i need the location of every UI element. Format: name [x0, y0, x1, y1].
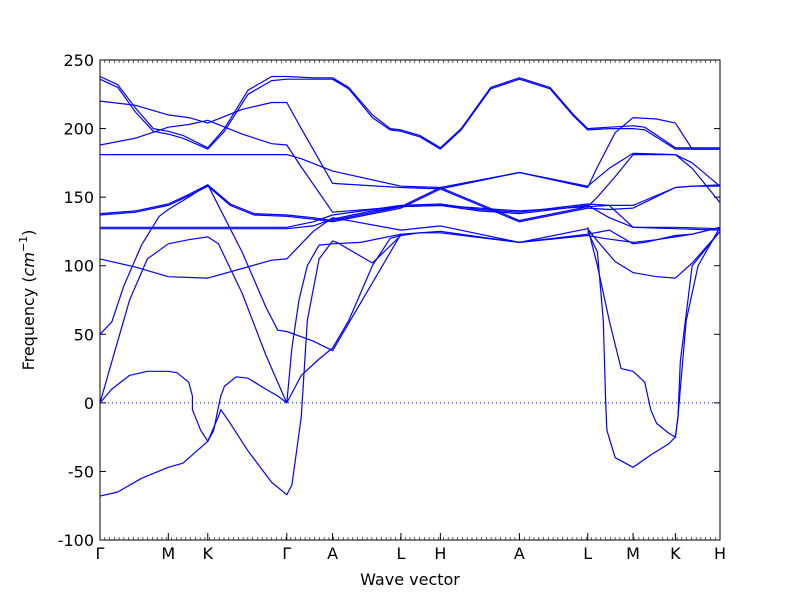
x-tick-label: A: [514, 544, 525, 563]
x-tick-label: H: [714, 544, 726, 563]
band-line: [99, 100, 720, 190]
band-line: [99, 226, 721, 404]
band-line: [99, 184, 721, 352]
band-line: [99, 184, 721, 222]
x-tick-label: M: [161, 544, 175, 563]
band-line: [100, 203, 721, 230]
x-tick-label: L: [583, 544, 592, 563]
y-tick-label: 50: [74, 325, 94, 344]
band-line: [100, 152, 721, 203]
x-tick-label: A: [327, 544, 338, 563]
band-line: [286, 233, 402, 403]
plot-area: Γ M K Γ A L H A L M K H -100 -50 0 50 100 150 200 250: [58, 51, 726, 563]
band-line: [587, 227, 721, 438]
y-axis-label: Frequency (cm−1): [17, 230, 38, 371]
y-tick-label: -100: [58, 531, 94, 550]
y-tick-label: -50: [68, 462, 94, 481]
band-line: [99, 370, 288, 442]
band-line: [100, 204, 721, 231]
x-tick-label: K: [670, 544, 681, 563]
x-axis-label: Wave vector: [360, 570, 460, 589]
x-tick-label: H: [434, 544, 446, 563]
band-line: [587, 231, 721, 468]
x-tick-label: Γ: [96, 544, 105, 563]
y-tick-label: 200: [63, 120, 94, 139]
band-line: [99, 217, 721, 279]
band-lines: [99, 75, 721, 497]
x-tick-label: K: [203, 544, 214, 563]
band-line: [99, 185, 720, 223]
y-tick-label: 100: [63, 257, 94, 276]
y-axis-label-suffix: ): [19, 230, 38, 236]
x-tick-label: L: [396, 544, 405, 563]
band-line: [99, 235, 402, 497]
y-tick-label: 0: [84, 394, 94, 413]
x-tick-label: Γ: [282, 544, 291, 563]
y-axis-ticks: -100 -50 0 50 100 150 200 250: [58, 51, 720, 550]
band-line: [99, 78, 720, 150]
y-tick-label: 250: [63, 51, 94, 70]
y-axis-label-prefix: Frequency (: [19, 276, 38, 370]
y-tick-label: 150: [63, 188, 94, 207]
y-axis-label-unit: cm: [19, 252, 38, 276]
x-tick-label: M: [626, 544, 640, 563]
band-line: [99, 75, 720, 149]
y-axis-label-exponent: −1: [17, 236, 30, 252]
